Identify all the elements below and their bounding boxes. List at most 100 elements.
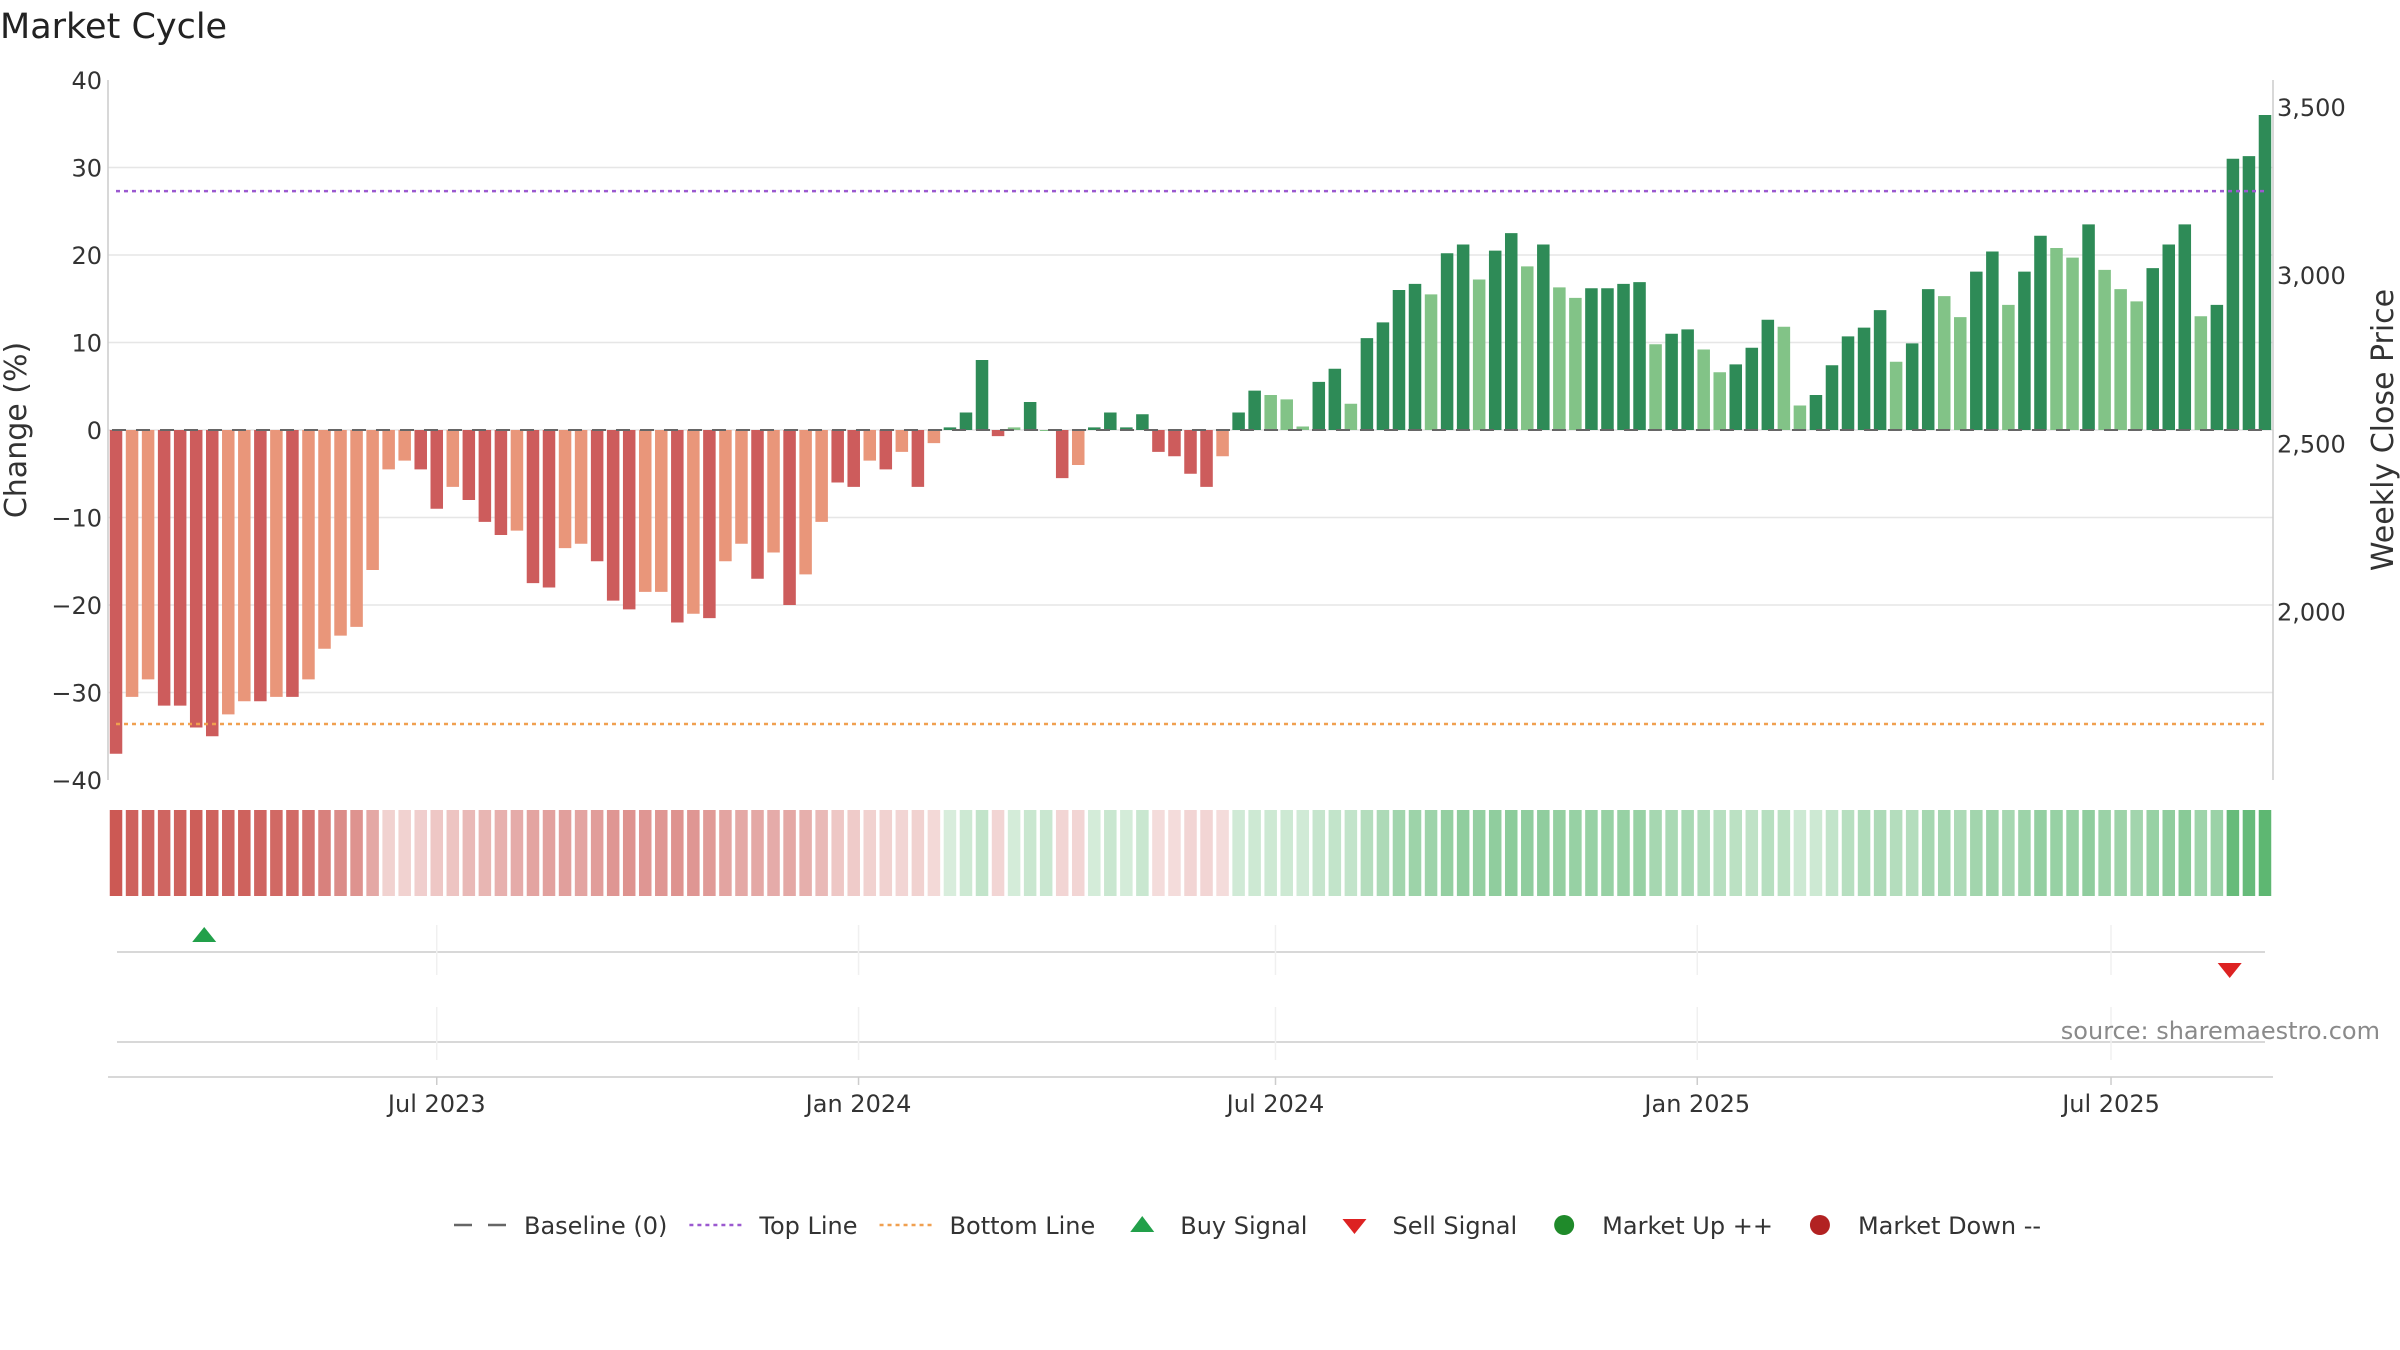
heat-cell	[2034, 810, 2047, 896]
change-bar	[382, 430, 395, 470]
heat-cell	[1216, 810, 1229, 896]
change-bar	[125, 430, 139, 697]
change-bar	[1697, 349, 1710, 430]
heat-cell	[222, 810, 235, 896]
heat-cell	[2098, 810, 2111, 896]
change-bar	[189, 430, 203, 728]
x-tick-label: Jul 2025	[2060, 1090, 2160, 1118]
heat-cell	[109, 810, 123, 896]
change-bar	[1521, 266, 1534, 431]
heat-cell	[1761, 810, 1775, 896]
heat-cell	[1665, 810, 1678, 896]
change-bar	[2162, 244, 2176, 430]
legend-label: Baseline (0)	[524, 1212, 667, 1240]
heat-cell	[1007, 810, 1021, 896]
heat-cell	[1200, 810, 1213, 896]
heat-cell	[735, 810, 748, 896]
heat-cell	[1023, 810, 1037, 896]
heat-cell	[1039, 810, 1053, 896]
right-tick-label: 3,000	[2277, 262, 2346, 290]
heat-cell	[1488, 810, 1502, 896]
heat-cell	[1440, 810, 1454, 896]
change-bar	[975, 360, 989, 430]
change-bar	[2146, 268, 2159, 431]
reference-lines	[112, 189, 2269, 726]
change-bar	[2018, 271, 2031, 431]
change-bar	[1039, 430, 1053, 431]
change-bar	[2002, 304, 2015, 431]
change-bar	[2114, 289, 2127, 431]
heat-cell	[366, 810, 379, 896]
change-bar	[334, 430, 347, 636]
change-bar	[2050, 248, 2063, 430]
heat-cell	[959, 810, 973, 896]
change-bar	[1472, 279, 1486, 430]
change-bar	[318, 430, 331, 649]
change-bar	[1761, 319, 1775, 430]
heat-cell	[1120, 810, 1133, 896]
change-bar	[2098, 269, 2111, 431]
change-bar	[638, 430, 652, 592]
change-bar	[1248, 390, 1261, 431]
change-bar	[494, 430, 508, 535]
legend-label: Top Line	[758, 1212, 857, 1240]
heat-cell	[302, 810, 315, 896]
change-bar	[542, 430, 556, 588]
change-bar	[1184, 430, 1197, 474]
change-bar	[2066, 257, 2079, 431]
heat-cell	[863, 810, 877, 896]
heat-cell	[1649, 810, 1662, 896]
heat-cell	[1537, 810, 1550, 896]
change-bar	[1392, 290, 1406, 430]
heat-cell	[1392, 810, 1406, 896]
heat-cell	[2162, 810, 2176, 896]
heat-cell	[1456, 810, 1470, 896]
change-bar	[1905, 343, 1919, 431]
change-bar	[109, 430, 123, 754]
x-tick-label: Jan 2025	[1642, 1090, 1750, 1118]
change-bar	[1889, 361, 1903, 430]
change-bar	[1120, 427, 1133, 431]
change-bar	[1857, 327, 1871, 431]
change-bar	[1841, 336, 1855, 431]
change-bar	[430, 430, 444, 509]
heat-cell	[1376, 810, 1390, 896]
heat-cell	[2194, 810, 2208, 896]
change-bar	[911, 430, 925, 487]
change-bar	[1809, 395, 1823, 430]
change-bar	[1921, 289, 1935, 431]
left-tick-label: 40	[71, 67, 102, 95]
heat-cell	[799, 810, 812, 896]
change-bar	[719, 430, 732, 562]
heat-cell	[1280, 810, 1293, 896]
heat-cell	[991, 810, 1005, 896]
change-bar	[831, 430, 844, 483]
heat-cell	[1841, 810, 1855, 896]
change-bar	[1168, 430, 1181, 457]
change-bar	[366, 430, 379, 570]
heat-cell	[1521, 810, 1534, 896]
x-tick-label: Jul 2024	[1225, 1090, 1325, 1118]
heat-cell	[205, 810, 219, 896]
change-bar	[991, 430, 1005, 437]
change-bar	[2258, 115, 2272, 430]
heat-cell	[1777, 810, 1791, 896]
change-bar	[1424, 294, 1438, 431]
change-bar	[735, 430, 748, 544]
heat-cell	[350, 810, 363, 896]
change-bar	[1537, 244, 1550, 430]
legend-label: Sell Signal	[1392, 1212, 1517, 1240]
change-bar	[2242, 156, 2256, 431]
heat-cell	[446, 810, 460, 896]
heat-cell	[1504, 810, 1518, 896]
change-bar	[879, 430, 893, 470]
right-tick-label: 3,500	[2277, 94, 2346, 122]
heat-cell	[1697, 810, 1710, 896]
change-bar	[141, 430, 155, 680]
change-bar	[2082, 224, 2095, 431]
change-bar	[222, 430, 235, 715]
left-tick-label: −30	[51, 680, 102, 708]
heat-cell	[671, 810, 684, 896]
heat-cell	[622, 810, 636, 896]
change-bar	[927, 430, 941, 444]
